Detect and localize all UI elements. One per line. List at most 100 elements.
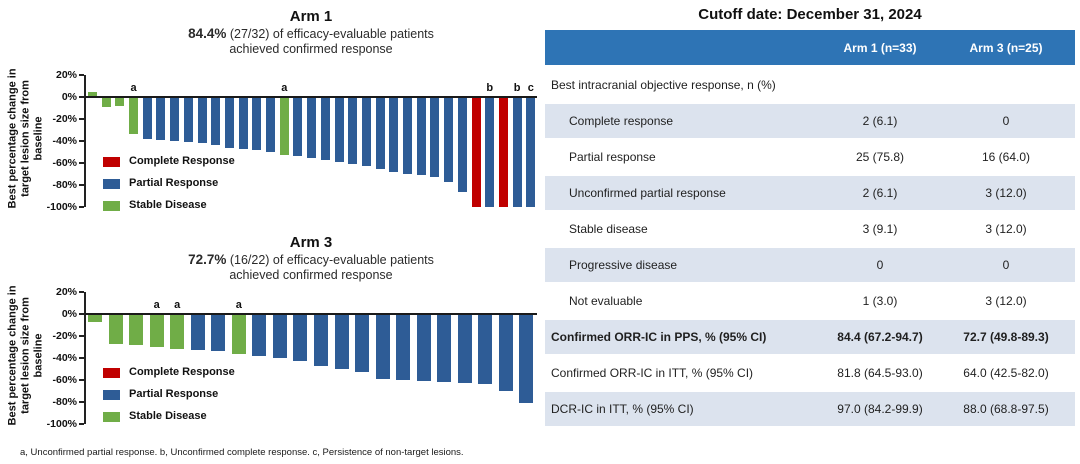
waterfall-bar: [471, 97, 481, 207]
waterfall-bar: [252, 314, 267, 356]
table-header-arm1: Arm 1 (n=33): [843, 40, 917, 55]
y-axis-tick: [79, 184, 84, 186]
waterfall-bar: [389, 97, 399, 172]
arm3-chart-subtitle: 72.7% (16/22) of efficacy-evaluable pati…: [60, 252, 562, 267]
bar-annotation-a: a: [153, 299, 160, 311]
cutoff-date-title: Cutoff date: December 31, 2024: [698, 6, 922, 23]
waterfall-bar: [183, 97, 193, 143]
waterfall-bar: [272, 314, 287, 358]
arm3-value: 3 (12.0): [985, 222, 1027, 236]
y-axis-tick: [79, 357, 84, 359]
y-axis-tick: [79, 335, 84, 337]
arm3-waterfall-plot: Best percentage change in target lesion s…: [7, 285, 537, 430]
arm3-value: 72.7 (49.8-89.3): [963, 330, 1049, 344]
arm3-chart-title: Arm 3: [289, 234, 333, 251]
waterfall-bar: [108, 314, 123, 344]
waterfall-bar: [142, 97, 152, 139]
waterfall-bar: [375, 97, 385, 169]
bar-annotation-a: a: [174, 299, 181, 311]
row-label: Complete response: [569, 114, 674, 128]
waterfall-bar: [403, 97, 413, 174]
waterfall-bar: [444, 97, 454, 182]
table-row: DCR-IC in ITT, % (95% CI) 97.0 (84.2-99.9…: [545, 392, 1075, 426]
y-axis-tick-label: -100%: [46, 201, 77, 213]
arm1-chart-title: Arm 1: [289, 8, 333, 25]
y-axis-tick: [79, 423, 84, 425]
waterfall-bar: [293, 314, 308, 362]
row-label: Progressive disease: [569, 258, 678, 272]
waterfall-bar: [279, 97, 289, 156]
arm1-subtitle-rest: (27/32) of efficacy-evaluable patients: [226, 27, 434, 41]
row-label: Not evaluable: [569, 294, 643, 308]
y-axis-tick-label: -100%: [46, 418, 77, 430]
waterfall-bar: [416, 97, 426, 176]
waterfall-bar: [396, 314, 411, 380]
arm3-value: 3 (12.0): [985, 294, 1027, 308]
waterfall-bar: [149, 314, 164, 347]
waterfall-bar: [355, 314, 370, 373]
table-row: Confirmed ORR-IC in PPS, % (95% CI) 84.4 …: [545, 320, 1075, 354]
legend-label-partial_response: Partial Response: [129, 388, 219, 400]
table-row: Stable disease 3 (9.1) 3 (12.0): [545, 212, 1075, 246]
waterfall-bar: [170, 314, 185, 350]
y-axis-tick: [79, 379, 84, 381]
waterfall-bar: [231, 314, 246, 354]
arm1-response-rate: 84.4%: [188, 26, 227, 41]
table-row: Not evaluable 1 (3.0) 3 (12.0): [545, 284, 1075, 318]
arm3-chart-subtitle-line2: achieved confirmed response: [229, 268, 393, 282]
zero-baseline: [85, 96, 537, 98]
y-axis-tick: [79, 291, 84, 293]
bar-annotation-a: a: [235, 299, 242, 311]
arm1-value: 2 (6.1): [862, 114, 898, 128]
arm3-value: 88.0 (68.8-97.5): [963, 402, 1049, 416]
row-label: Best intracranial objective response, n …: [551, 78, 776, 92]
y-axis-tick: [79, 206, 84, 208]
y-axis-tick-label: 20%: [55, 69, 77, 81]
arm1-value: 81.8 (64.5-93.0): [837, 366, 923, 380]
y-axis-tick: [79, 313, 84, 315]
bar-annotation-b: b: [513, 82, 521, 94]
table-row: Confirmed ORR-IC in ITT, % (95% CI) 81.8 …: [545, 356, 1075, 390]
waterfall-bar: [519, 314, 534, 404]
arm1-value: 97.0 (84.2-99.9): [837, 402, 923, 416]
arm1-value: 0: [876, 258, 884, 272]
waterfall-bar: [457, 97, 467, 192]
table-row: Complete response 2 (6.1) 0: [545, 104, 1075, 138]
y-axis-tick: [79, 401, 84, 403]
waterfall-bar: [88, 91, 97, 97]
arm3-subtitle-rest: (16/22) of efficacy-evaluable patients: [226, 253, 434, 267]
y-axis-tick-label: -40%: [52, 352, 77, 364]
waterfall-bar: [320, 97, 330, 160]
y-axis-tick-label: 0%: [61, 308, 77, 320]
waterfall-bar: [526, 97, 536, 207]
waterfall-bar: [211, 314, 226, 352]
arm1-chart-subtitle-line2: achieved confirmed response: [229, 42, 393, 56]
table-row: Unconfirmed partial response 2 (6.1) 3 (12…: [545, 176, 1075, 210]
arm1-value: 25 (75.8): [855, 150, 905, 164]
row-label: DCR-IC in ITT, % (95% CI): [551, 402, 694, 416]
row-label: Partial response: [569, 150, 656, 164]
y-axis-tick-label: -60%: [52, 157, 77, 169]
waterfall-bar: [129, 97, 139, 135]
table-header-row: Arm 1 (n=33) Arm 3 (n=25): [545, 30, 1075, 65]
waterfall-bar: [101, 97, 111, 107]
waterfall-bar: [348, 97, 358, 165]
y-axis-tick-label: -40%: [52, 135, 77, 147]
waterfall-bar: [197, 97, 207, 144]
legend-swatch-stable_disease: [103, 201, 120, 211]
waterfall-bar: [498, 97, 508, 207]
y-axis-tick-label: -20%: [52, 330, 77, 342]
table-row: Partial response 25 (75.8) 16 (64.0): [545, 140, 1075, 174]
arm3-value: 64.0 (42.5-82.0): [963, 366, 1049, 380]
legend-swatch-partial_response: [103, 179, 120, 189]
y-axis-tick-label: 20%: [55, 286, 77, 298]
legend-label-partial_response: Partial Response: [129, 177, 219, 189]
waterfall-bar: [375, 314, 390, 379]
y-axis-tick-label: -80%: [52, 396, 77, 408]
table-row: Progressive disease 0 0: [545, 248, 1075, 282]
bar-annotation-a: a: [130, 82, 137, 94]
y-axis-tick-label: 0%: [61, 91, 77, 103]
arm1-value: 84.4 (67.2-94.7): [837, 330, 923, 344]
table-section-row: Best intracranial objective response, n …: [545, 68, 1075, 102]
